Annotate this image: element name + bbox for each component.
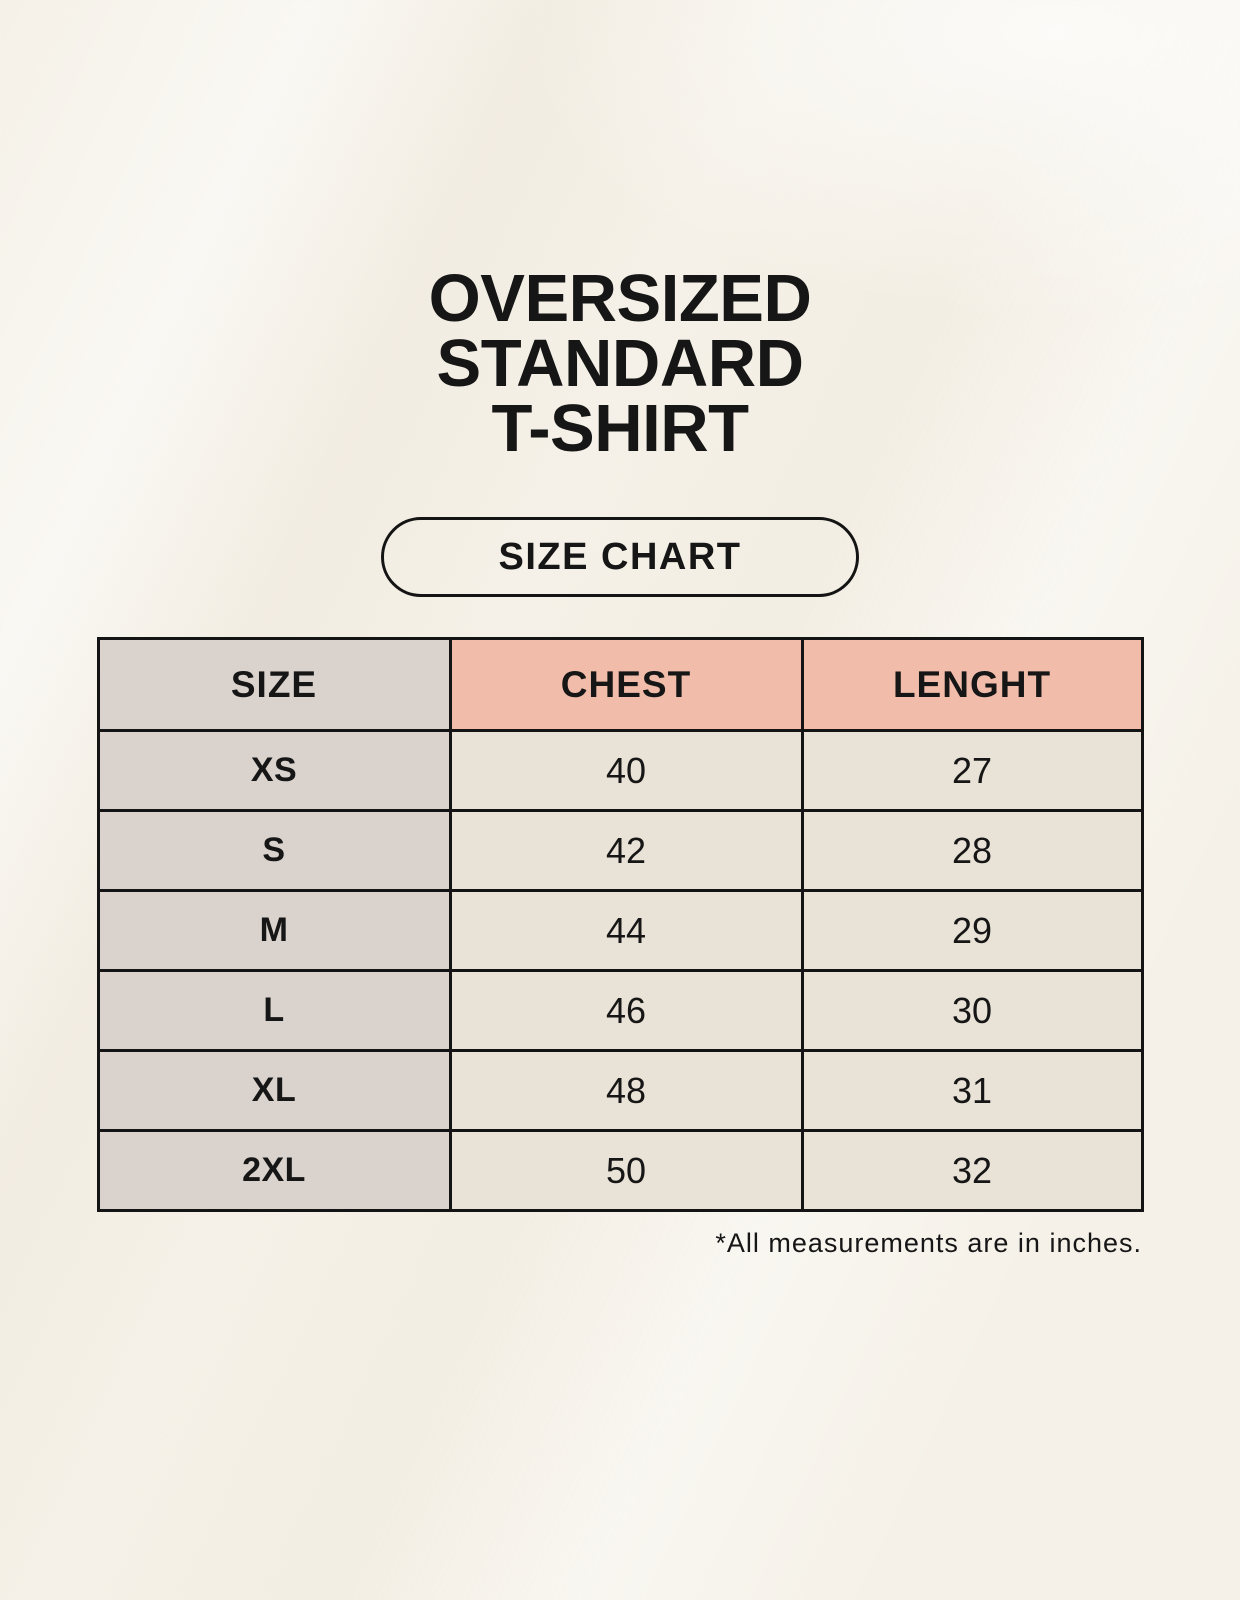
chest-cell: 50 (448, 1129, 804, 1212)
table-row: M 44 29 (96, 889, 1144, 972)
chest-cell: 44 (448, 889, 804, 972)
column-header-chest: CHEST (448, 637, 804, 732)
size-cell: 2XL (96, 1129, 452, 1212)
length-cell: 28 (800, 809, 1144, 892)
size-chart-button-label: SIZE CHART (498, 535, 742, 578)
column-header-size: SIZE (96, 637, 452, 732)
column-header-length: LENGHT (800, 637, 1144, 732)
table-row: 2XL 50 32 (96, 1129, 1144, 1212)
size-cell: M (96, 889, 452, 972)
size-cell: XL (96, 1049, 452, 1132)
length-cell: 30 (800, 969, 1144, 1052)
size-cell: L (96, 969, 452, 1052)
table-row: XS 40 27 (96, 729, 1144, 812)
table-row: S 42 28 (96, 809, 1144, 892)
table-row: L 46 30 (96, 969, 1144, 1052)
length-cell: 27 (800, 729, 1144, 812)
chest-cell: 40 (448, 729, 804, 812)
product-title: OVERSIZED STANDARD T-SHIRT (428, 261, 812, 466)
header-row: SIZE CHEST LENGHT (96, 637, 1144, 732)
chest-cell: 46 (448, 969, 804, 1052)
page-background: { "title": { "text": "OVERSIZED\nSTANDAR… (0, 261, 1240, 1600)
length-cell: 31 (800, 1049, 1144, 1132)
table-row: XL 48 31 (96, 1049, 1144, 1132)
chest-cell: 42 (448, 809, 804, 892)
length-cell: 32 (800, 1129, 1144, 1212)
chest-cell: 48 (448, 1049, 804, 1132)
length-cell: 29 (800, 889, 1144, 972)
size-chart-table: SIZE CHEST LENGHT XS 40 27 S 42 28 M 44 … (96, 637, 1144, 1212)
size-chart-button[interactable]: SIZE CHART (381, 517, 859, 597)
size-cell: XS (96, 729, 452, 812)
measurement-note: *All measurements are in inches. (715, 1228, 1142, 1258)
size-cell: S (96, 809, 452, 892)
